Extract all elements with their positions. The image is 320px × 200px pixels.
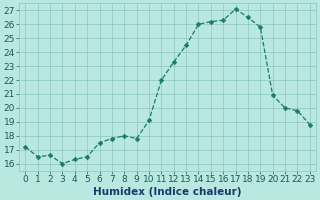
X-axis label: Humidex (Indice chaleur): Humidex (Indice chaleur)	[93, 187, 242, 197]
